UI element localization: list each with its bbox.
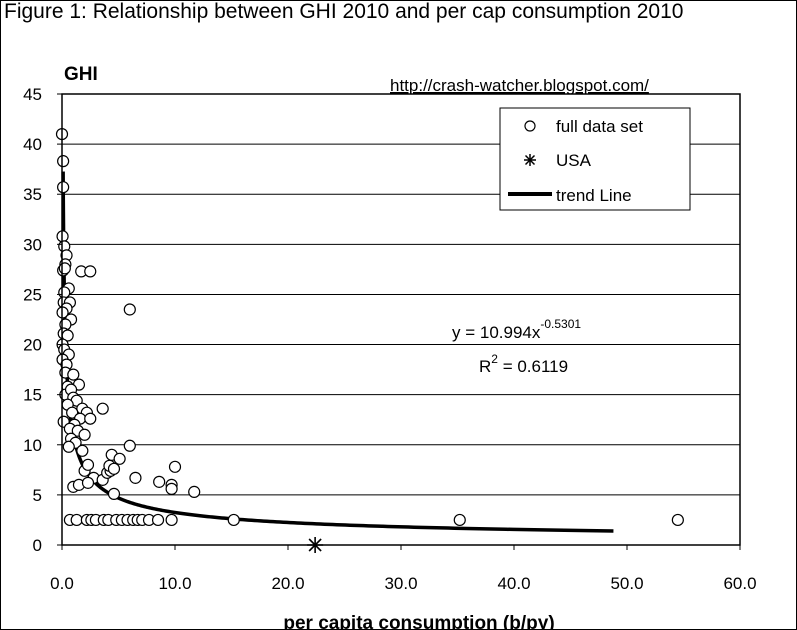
data-point — [96, 402, 109, 415]
r-squared-label: R2 = 0.6119 — [479, 352, 568, 376]
data-point — [57, 155, 70, 168]
x-tick-label: 20.0 — [271, 574, 304, 593]
data-point — [453, 513, 466, 527]
y-tick-label: 40 — [23, 135, 42, 154]
y-tick-label: 10 — [23, 436, 42, 455]
data-point — [129, 471, 142, 484]
data-point — [671, 513, 684, 527]
data-point — [58, 286, 71, 299]
figure-title: Figure 1: Relationship between GHI 2010 … — [4, 0, 684, 23]
data-point — [62, 440, 75, 453]
y-tick-label: 45 — [23, 85, 42, 104]
trend-equation-exponent: -0.5301 — [540, 317, 581, 331]
x-tick-label: 0.0 — [50, 574, 74, 593]
x-tick-label: 50.0 — [610, 574, 643, 593]
data-point — [168, 460, 182, 473]
x-axis-title: per capita consumption (b/py) — [283, 613, 554, 630]
y-tick-label: 20 — [23, 336, 42, 355]
axes: 0 5 10 15 20 25 30 35 40 45 0.0 10.0 20.0 30.0 40.0 50.… — [23, 85, 756, 593]
data-point — [123, 303, 136, 316]
x-tick-label: 40.0 — [497, 574, 530, 593]
y-axis-title: GHI — [64, 64, 98, 85]
x-tick-label: 60.0 — [723, 574, 756, 593]
data-point — [76, 444, 89, 457]
data-point — [57, 181, 70, 194]
data-point — [188, 485, 201, 498]
data-point — [81, 458, 95, 471]
r-squared-symbol: R — [479, 357, 491, 376]
y-tick-label: 5 — [33, 486, 42, 505]
y-tick-label: 25 — [23, 285, 42, 304]
y-tick-label: 30 — [23, 235, 42, 254]
data-point — [67, 368, 80, 381]
source-url: http://crash-watcher.blogspot.com/ — [390, 76, 649, 95]
data-point — [84, 265, 97, 278]
trend-equation-base: y = 10.994x — [452, 323, 541, 342]
legend: full data set USA trend Line — [499, 107, 691, 211]
x-tick-label: 10.0 — [158, 574, 191, 593]
legend-label-trend-line: trend Line — [556, 186, 632, 205]
y-tick-label: 0 — [33, 536, 42, 555]
data-point — [107, 487, 121, 500]
data-point — [70, 513, 83, 527]
data-point — [151, 513, 165, 527]
data-point — [58, 262, 71, 275]
legend-star-marker — [524, 154, 536, 166]
legend-label-usa: USA — [556, 151, 592, 170]
data-point — [107, 462, 121, 475]
data-point — [66, 406, 79, 419]
data-point — [165, 513, 178, 527]
data-point — [153, 475, 166, 488]
legend-label-full-data-set: full data set — [556, 117, 643, 136]
legend-circle-marker — [524, 120, 536, 132]
y-tick-label: 15 — [23, 386, 42, 405]
trend-line — [61, 171, 614, 533]
r-squared-value: = 0.6119 — [498, 357, 568, 376]
r-squared-power: 2 — [491, 352, 498, 366]
data-point — [81, 476, 95, 489]
data-point — [123, 439, 136, 452]
data-point — [84, 412, 97, 425]
trend-equation: y = 10.994x-0.5301 — [452, 317, 581, 342]
data-point — [78, 428, 91, 441]
y-tick-label: 35 — [23, 185, 42, 204]
trend-line-layer — [61, 171, 614, 533]
data-point — [165, 482, 178, 495]
data-point — [113, 452, 126, 465]
data-point — [227, 513, 240, 527]
x-tick-label: 30.0 — [384, 574, 417, 593]
data-points — [55, 127, 684, 553]
